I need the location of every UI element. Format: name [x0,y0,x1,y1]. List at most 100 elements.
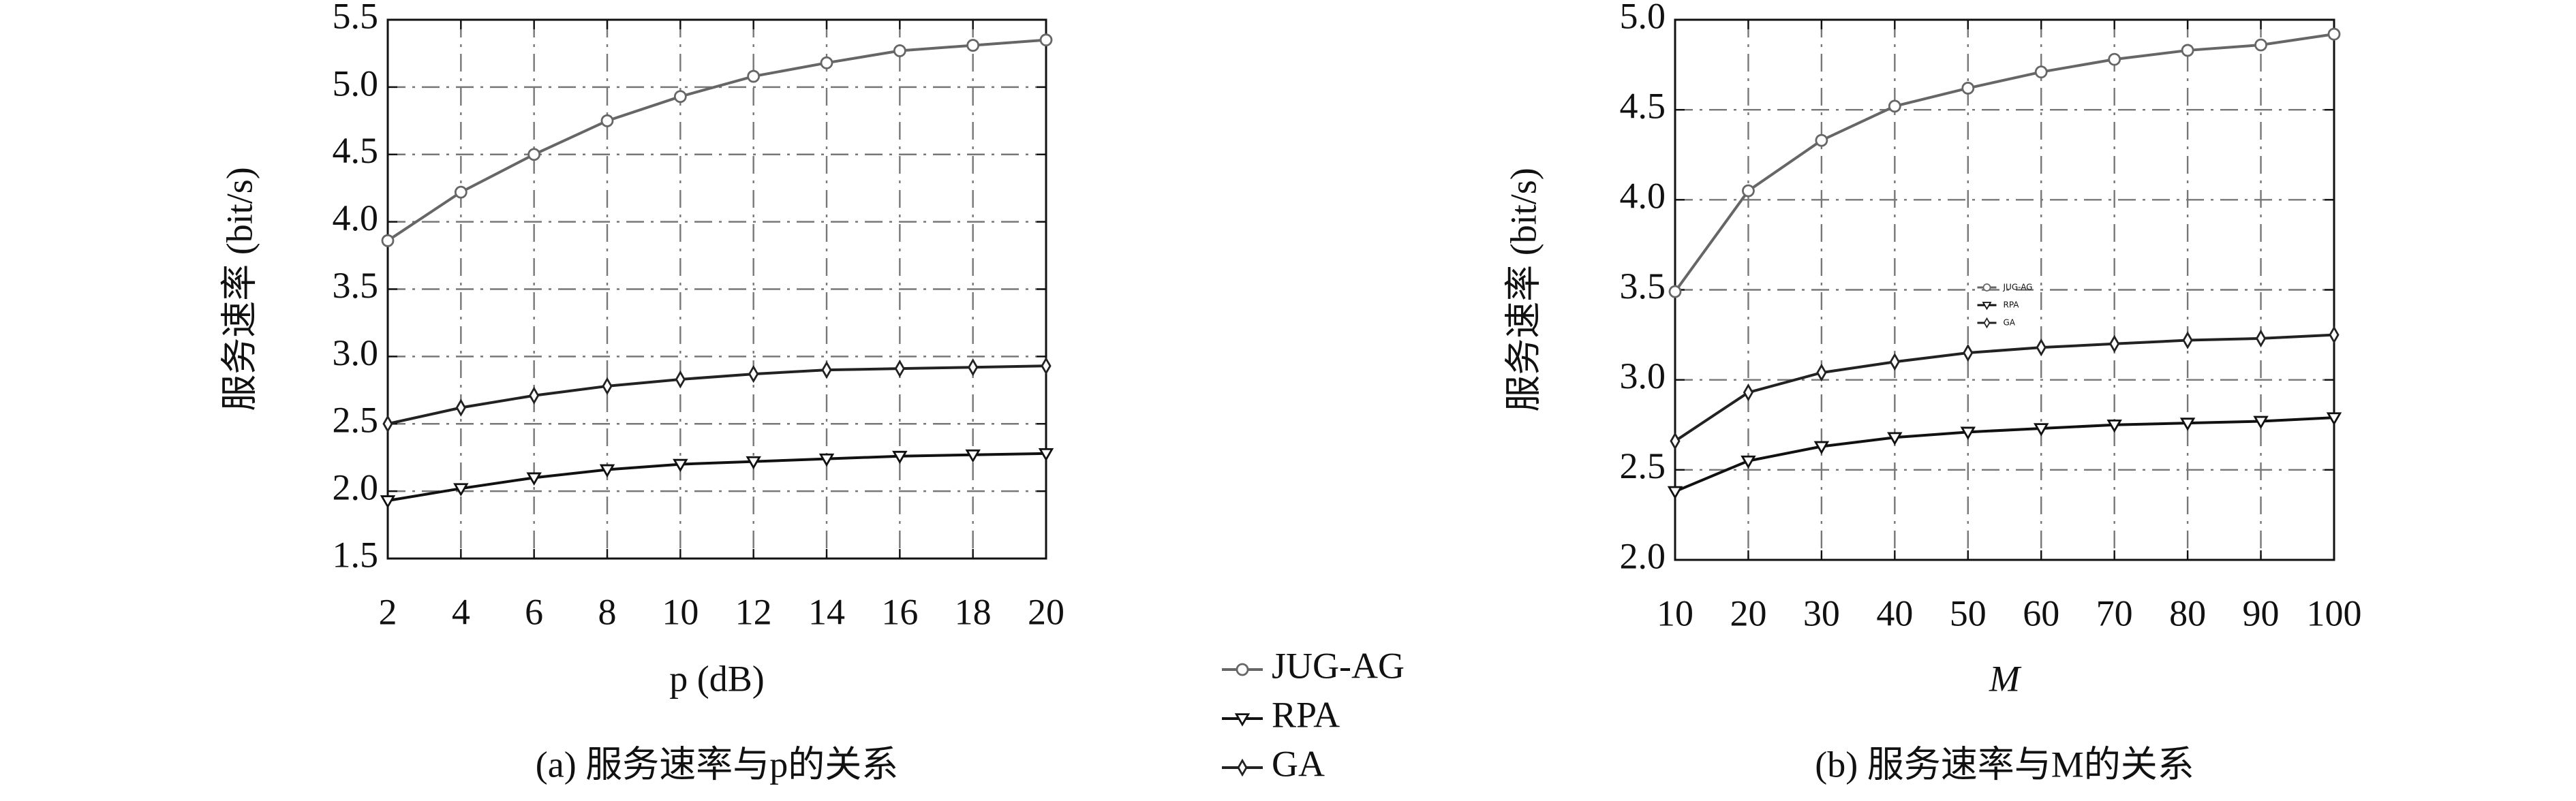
marker [2255,329,2267,348]
marker [600,114,614,127]
series-line [1674,333,2335,443]
x-tick-label: 16 [881,591,918,632]
y-axis-label: 服务速率 (bit/s) [1503,168,1544,412]
marker [526,472,542,486]
x-tick-label: 90 [2243,593,2280,633]
marker [966,39,980,52]
legend-label: GA [2004,318,2016,328]
marker [2034,65,2048,79]
marker [2036,338,2046,357]
x-tick-label: 20 [1028,591,1064,632]
caption: (a) 服务速率与p的关系 [536,744,898,785]
x-axis-label: M [1989,658,2022,699]
marker [2108,52,2121,66]
y-tick-label: 2.5 [1620,445,1666,486]
marker [2326,412,2342,426]
series-line [387,452,1047,502]
x-tick-label: 60 [2023,593,2059,633]
x-tick-label: 12 [735,591,772,632]
y-tick-label: 1.5 [333,534,379,575]
y-tick-label: 3.0 [1620,356,1666,396]
x-tick-label: 50 [1950,593,1987,633]
marker [1670,432,1681,450]
legend-marker [1983,317,1991,329]
marker [599,464,615,478]
marker [746,456,761,470]
marker [1039,33,1053,47]
x-axis-label: p (dB) [669,658,764,699]
marker [1667,486,1683,500]
x-tick-label: 100 [2307,593,2362,633]
marker [1741,455,1756,469]
legend-label: RPA [2004,300,2020,310]
legend-label: RPA [1272,694,1340,735]
y-tick-label: 4.5 [1620,86,1666,127]
y-tick-label: 5.5 [333,0,379,36]
marker [2106,419,2122,433]
marker [968,358,979,377]
legend-marker [1237,758,1248,777]
marker [2327,27,2341,41]
marker [381,234,395,247]
marker [965,449,981,463]
marker [1038,447,1054,462]
marker [1887,432,1903,445]
series-line [387,364,1047,426]
marker [529,386,540,405]
marker [1815,134,1828,147]
marker [1041,357,1052,375]
marker [2179,418,2196,431]
marker [2253,415,2269,430]
x-tick-label: 10 [662,591,699,632]
marker [820,56,833,69]
marker [382,415,393,433]
marker [2181,44,2194,57]
x-tick-label: 6 [525,591,543,632]
marker [527,148,541,161]
x-tick-label: 20 [1730,593,1766,633]
y-axis-label: 服务速率 (bit/s) [219,167,260,411]
marker [748,364,759,383]
x-tick-label: 80 [2169,593,2206,633]
y-tick-label: 4.0 [333,198,379,238]
marker [1743,383,1754,402]
marker [1889,353,1900,371]
marker [1888,99,1901,113]
legend-label: GA [1272,743,1325,784]
marker [2182,331,2193,349]
y-tick-label: 3.5 [1620,266,1666,307]
marker [1960,426,1976,440]
x-tick-label: 2 [379,591,397,632]
legend-marker [1234,713,1251,727]
marker [673,458,688,473]
y-tick-label: 3.0 [333,332,379,373]
legend-marker [1236,663,1249,676]
marker [1963,343,1974,362]
y-tick-label: 5.0 [333,63,379,104]
marker [673,90,687,104]
marker [2033,423,2049,437]
marker [455,398,466,417]
y-tick-label: 3.5 [333,265,379,306]
marker [453,483,469,497]
y-tick-label: 4.0 [1620,176,1666,217]
marker [454,185,467,199]
legend-label: JUG-AG [2003,283,2033,292]
caption: (b) 服务速率与M的关系 [1815,744,2194,785]
x-tick-label: 40 [1876,593,1913,633]
series-line [1674,33,2335,293]
x-tick-label: 18 [955,591,992,632]
y-tick-label: 2.5 [333,400,379,441]
marker [2254,38,2267,52]
marker [1961,82,1975,95]
y-tick-label: 2.0 [1620,535,1666,576]
marker [893,44,906,57]
marker [818,453,835,467]
legend-marker [1982,283,1991,292]
y-tick-label: 5.0 [1620,0,1666,36]
marker [747,69,761,83]
legend-marker [1982,302,1992,311]
x-tick-label: 30 [1803,593,1840,633]
marker [894,359,905,378]
